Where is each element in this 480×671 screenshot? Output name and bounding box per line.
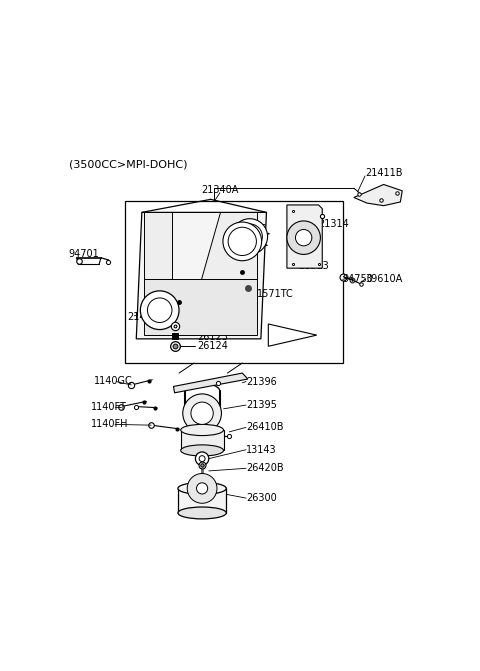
Text: 26410B: 26410B [246,422,284,432]
Text: 1140FT: 1140FT [91,401,126,411]
Text: 21314: 21314 [319,219,349,229]
Polygon shape [144,213,172,279]
Circle shape [196,483,208,494]
Bar [180,430,224,450]
Text: 21421: 21421 [127,312,158,322]
Circle shape [223,222,262,261]
Text: 26123: 26123 [197,331,228,342]
Text: 94701: 94701 [68,249,99,259]
Circle shape [287,221,321,254]
Text: 21395: 21395 [246,400,277,410]
Text: 1140GC: 1140GC [94,376,132,386]
Polygon shape [144,279,257,335]
Text: 26300: 26300 [246,493,277,503]
Circle shape [296,229,312,246]
Bar [125,201,343,363]
Circle shape [199,456,205,462]
Circle shape [183,394,221,433]
Text: 39610A: 39610A [365,274,402,285]
Text: 21396: 21396 [246,376,277,386]
Ellipse shape [180,445,224,456]
Text: 21313: 21313 [298,260,329,270]
Text: 21340A: 21340A [201,185,239,195]
Polygon shape [173,373,248,393]
Text: 13143: 13143 [246,445,276,455]
Text: 1571TC: 1571TC [257,289,294,299]
Ellipse shape [180,425,224,435]
Circle shape [232,219,267,254]
Text: (3500CC>MPI-DOHC): (3500CC>MPI-DOHC) [69,160,188,170]
Polygon shape [287,205,322,268]
Circle shape [195,452,209,465]
Circle shape [187,474,217,503]
Circle shape [140,291,179,329]
Text: 26112C: 26112C [215,236,252,246]
Text: 26124: 26124 [197,342,228,352]
Polygon shape [354,185,402,206]
Bar [178,488,226,513]
Text: 26420B: 26420B [246,463,284,473]
Circle shape [191,402,213,425]
Ellipse shape [178,507,226,519]
Text: 94750: 94750 [343,274,373,285]
Text: 21411B: 21411B [365,168,403,178]
Polygon shape [202,213,257,279]
Text: 26122: 26122 [197,323,228,333]
Text: 26113C: 26113C [229,224,267,234]
Text: 1140FH: 1140FH [91,419,128,429]
Polygon shape [136,213,266,339]
Ellipse shape [178,482,226,495]
